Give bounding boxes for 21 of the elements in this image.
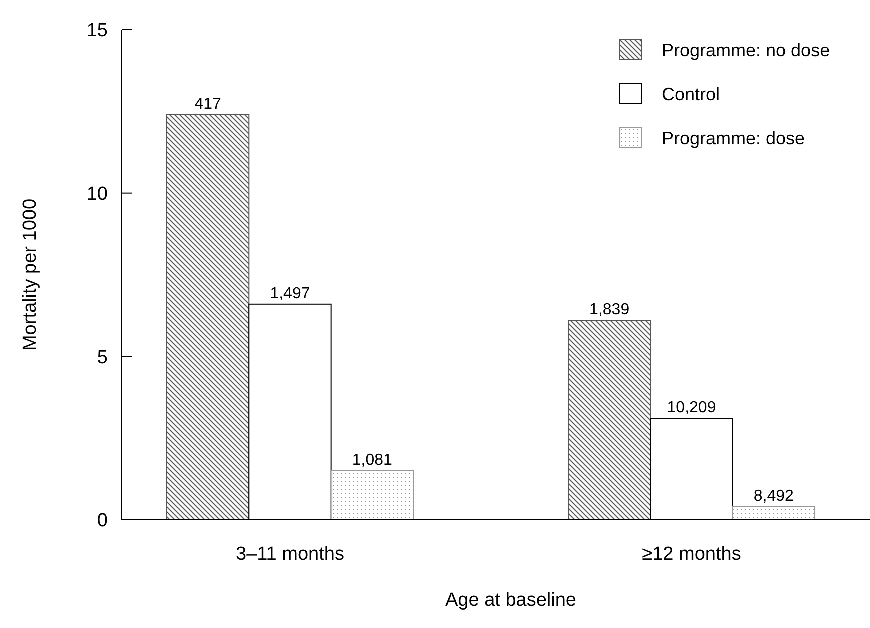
bar xyxy=(568,320,652,520)
bar xyxy=(330,470,414,520)
bar xyxy=(732,506,816,520)
legend-label: Programme: dose xyxy=(662,128,806,148)
annotation: 1,839 xyxy=(590,302,630,319)
annotation: 417 xyxy=(194,96,222,113)
x-tick-label: ≥12 months xyxy=(642,544,742,565)
annotation: 1,497 xyxy=(270,285,310,302)
y-axis-title: Mortality per 1000 xyxy=(20,198,41,352)
y-tick-label: 15 xyxy=(86,20,108,42)
x-tick-label: 3–11 months xyxy=(236,544,344,565)
legend-label: Control xyxy=(662,84,720,104)
x-axis-title: Age at baseline xyxy=(446,590,576,611)
y-tick-label: 10 xyxy=(86,184,108,205)
annotation: 1,081 xyxy=(352,452,393,469)
y-tick-label: 0 xyxy=(97,510,108,532)
annotation: 10,209 xyxy=(667,400,716,417)
bar xyxy=(166,114,250,520)
y-tick-label: 5 xyxy=(97,347,108,368)
annotation: 8,492 xyxy=(754,488,794,505)
legend-label: Programme: no dose xyxy=(662,40,830,60)
